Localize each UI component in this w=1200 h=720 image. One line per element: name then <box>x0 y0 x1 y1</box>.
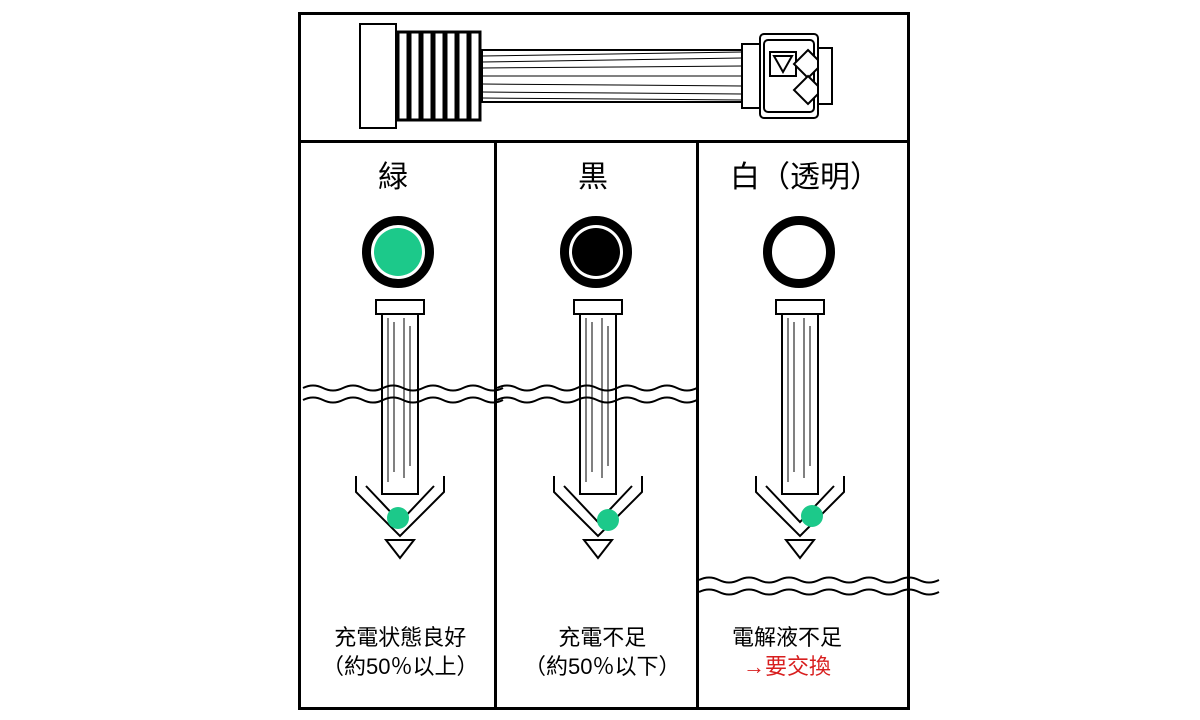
liquid-level-wave-white <box>0 0 1200 720</box>
diagram-canvas: 緑 充電状態良好（約50％以上）黒 <box>0 0 1200 720</box>
caption-white: 電解液不足→要交換 <box>732 624 842 681</box>
float-ball-white <box>801 505 823 527</box>
